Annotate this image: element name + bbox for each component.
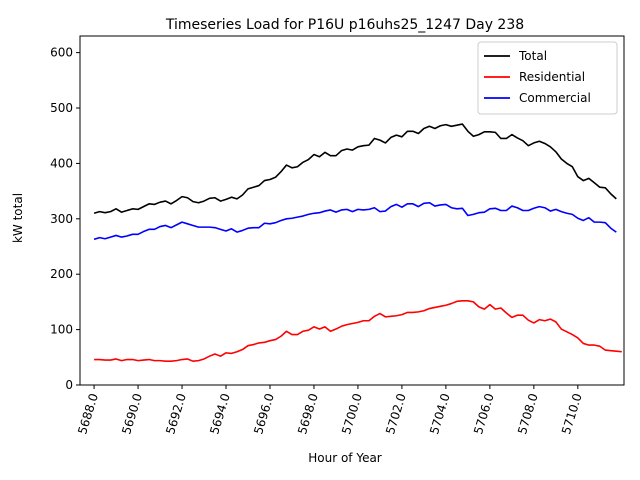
y-tick-label: 400 [50, 156, 73, 170]
x-axis: 5688.0 5690.0 5692.0 5694.0 5696.0 5698.0 5700… [75, 385, 585, 436]
legend-label-commercial: Commercial [519, 91, 591, 105]
legend-label-total: Total [518, 49, 547, 63]
x-tick-label: 5708.0 [515, 392, 541, 436]
x-tick-label: 5688.0 [75, 392, 101, 436]
x-tick-label: 5698.0 [295, 392, 321, 436]
y-tick-label: 600 [50, 46, 73, 60]
x-tick-label: 5696.0 [251, 392, 277, 436]
series-line-residential [94, 299, 622, 362]
y-tick-label: 0 [65, 378, 73, 392]
x-tick-label: 5700.0 [339, 392, 365, 436]
legend-label-residential: Residential [519, 70, 585, 84]
chart-title: Timeseries Load for P16U p16uhs25_1247 D… [165, 17, 524, 33]
legend-box [477, 41, 618, 115]
y-tick-label: 500 [50, 101, 73, 115]
x-tick-label: 5710.0 [559, 392, 585, 436]
y-tick-label: 300 [50, 212, 73, 226]
plot-frame [79, 35, 625, 386]
x-axis-label: Hour of Year [308, 451, 382, 465]
y-tick-label: 200 [50, 267, 73, 281]
x-tick-label: 5706.0 [471, 392, 497, 436]
x-tick-label: 5690.0 [119, 392, 145, 436]
series-line-total [93, 123, 617, 215]
y-axis-label: kW total [11, 193, 25, 243]
y-axis: 0 100 200 300 400 500 600 [50, 46, 80, 392]
legend: Total Residential Commercial [477, 41, 618, 115]
series-line-commercial [93, 201, 617, 241]
plot-area [79, 35, 625, 386]
y-tick-label: 100 [50, 323, 73, 337]
x-tick-label: 5704.0 [427, 392, 453, 436]
x-tick-label: 5702.0 [383, 392, 409, 436]
x-tick-label: 5694.0 [207, 392, 233, 436]
x-tick-label: 5692.0 [163, 392, 189, 436]
